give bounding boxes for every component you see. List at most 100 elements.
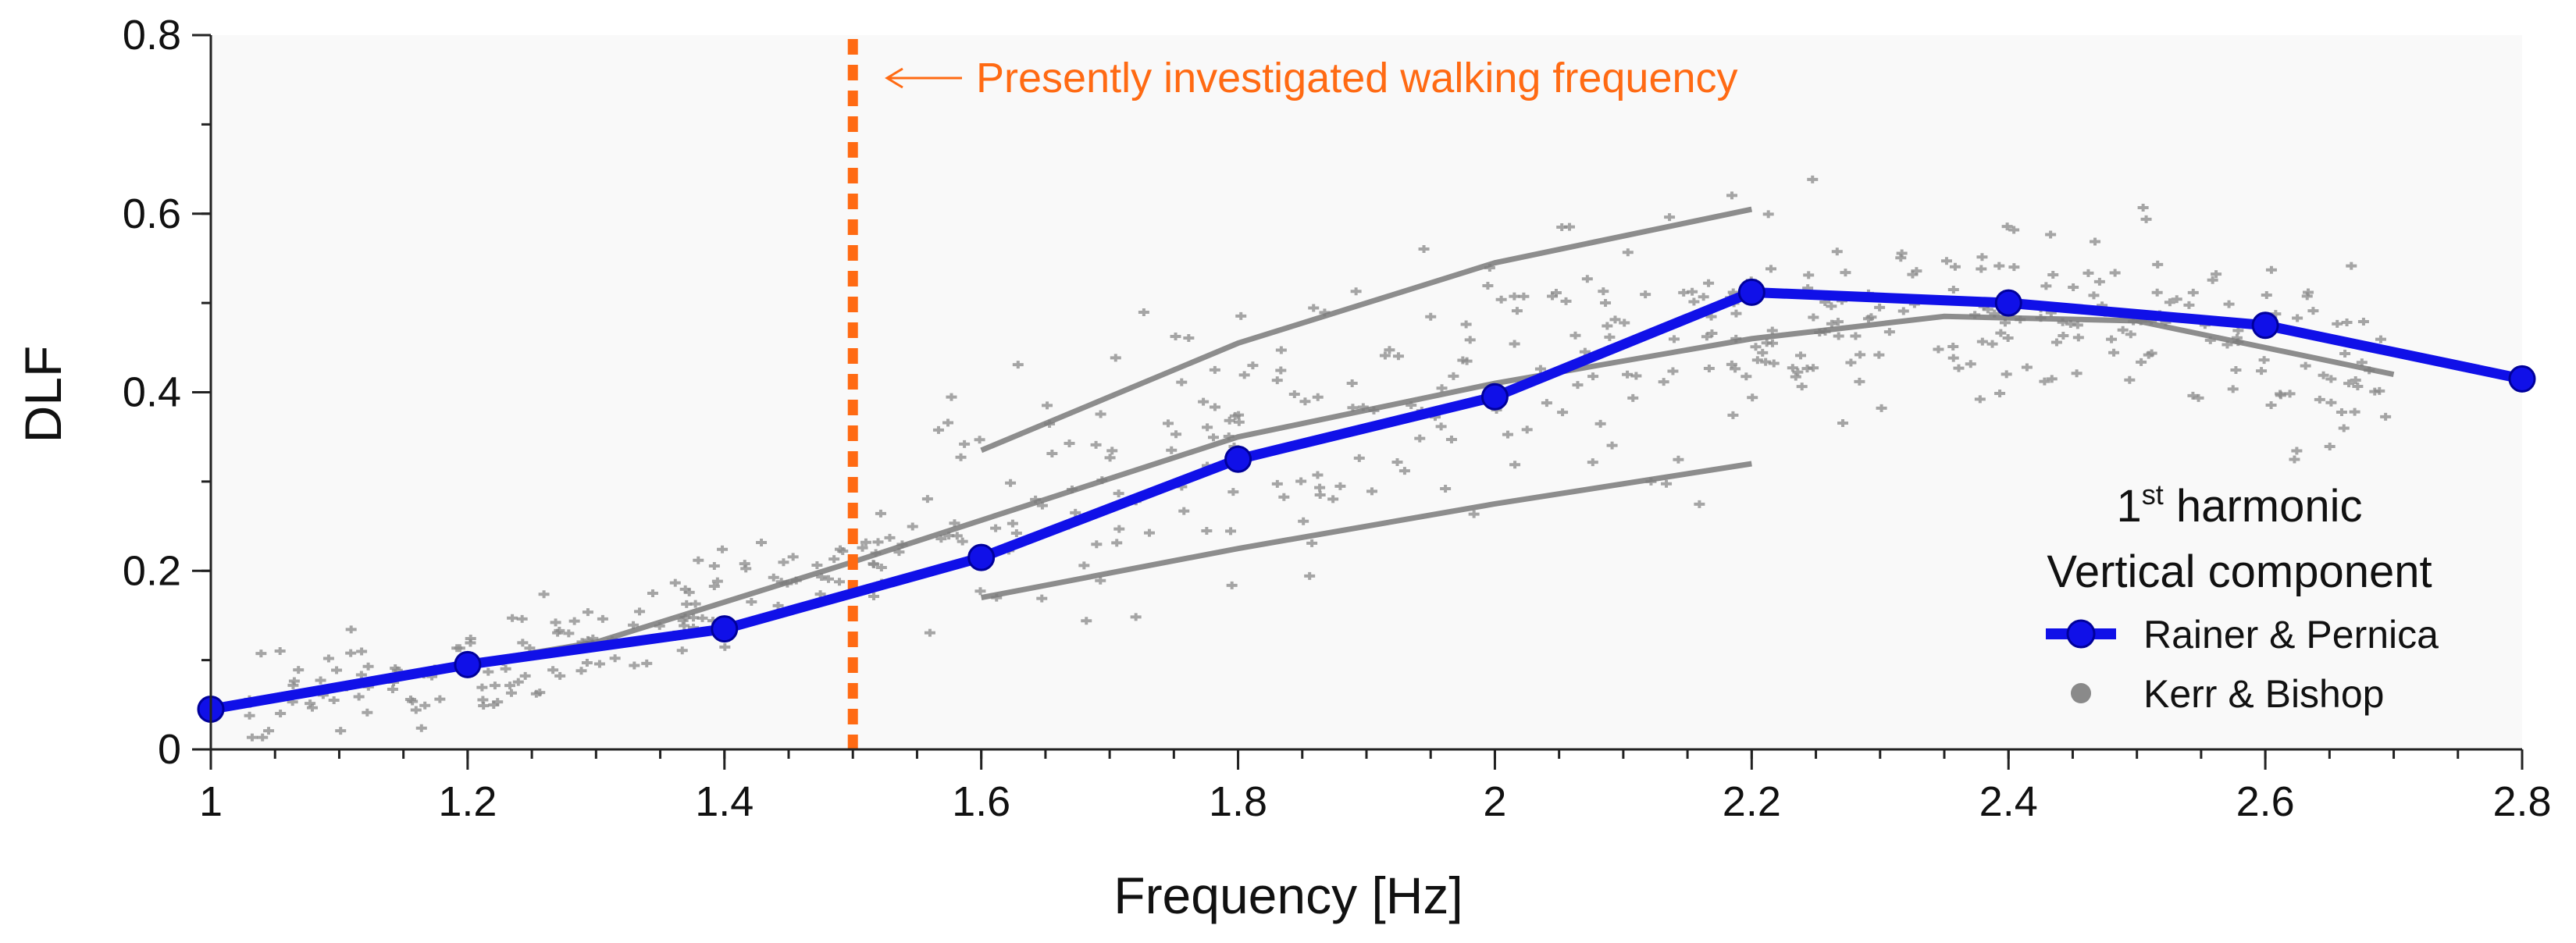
kerr-bishop-point bbox=[1113, 489, 1124, 498]
rainer-pernica-series bbox=[197, 278, 2536, 724]
kerr-bishop-point bbox=[1831, 247, 1843, 256]
kerr-bishop-point bbox=[410, 706, 422, 714]
kerr-bishop-point bbox=[1897, 307, 1909, 315]
kerr-bishop-point bbox=[1046, 450, 1058, 458]
kerr-bishop-point bbox=[868, 560, 880, 568]
kerr-bishop-point bbox=[1209, 365, 1220, 374]
kerr-bishop-point bbox=[1090, 440, 1102, 449]
kerr-bishop-point bbox=[1247, 361, 1259, 370]
kerr-bishop-point bbox=[1762, 210, 1774, 219]
kerr-bishop-point bbox=[1579, 347, 1591, 356]
kerr-bishop-trend-upper bbox=[980, 206, 1753, 454]
kerr-bishop-point bbox=[2108, 348, 2120, 357]
kerr-bishop-point bbox=[872, 538, 884, 546]
kerr-bishop-point bbox=[1308, 304, 1320, 312]
kerr-bishop-point bbox=[1511, 307, 1523, 315]
kerr-bishop-point bbox=[2088, 291, 2100, 300]
kerr-bishop-point bbox=[2040, 282, 2052, 290]
kerr-bishop-point bbox=[1166, 446, 1178, 454]
kerr-bishop-point bbox=[2187, 391, 2199, 400]
kerr-bishop-point bbox=[1833, 332, 1844, 340]
kerr-bishop-point bbox=[2369, 387, 2381, 396]
kerr-bishop-point bbox=[2341, 318, 2353, 327]
kerr-bishop-point bbox=[1170, 430, 1182, 439]
y-tick-label: 0 bbox=[158, 726, 181, 773]
legend-title-line1: 1st harmonic bbox=[2117, 479, 2363, 532]
kerr-bishop-point bbox=[1207, 433, 1219, 442]
kerr-bishop-point bbox=[1792, 368, 1804, 376]
kerr-bishop-point bbox=[489, 681, 501, 690]
kerr-bishop-point bbox=[1130, 613, 1142, 621]
legend-rainer-label: Rainer & Pernica bbox=[2143, 613, 2439, 657]
kerr-bishop-point bbox=[1986, 340, 1998, 348]
kerr-bishop-point bbox=[1502, 430, 1513, 439]
kerr-bishop-point bbox=[697, 614, 708, 622]
kerr-bishop-point bbox=[274, 646, 286, 655]
kerr-bishop-point bbox=[1445, 435, 1457, 443]
kerr-bishop-point bbox=[476, 683, 488, 692]
kerr-bishop-point bbox=[1587, 458, 1598, 467]
kerr-bishop-point bbox=[679, 585, 691, 593]
kerr-bishop-point bbox=[1855, 351, 1866, 359]
kerr-bishop-point bbox=[1012, 361, 1024, 369]
kerr-bishop-point bbox=[1312, 393, 1324, 401]
kerr-bishop-point bbox=[1275, 366, 1287, 375]
kerr-bishop-point bbox=[1766, 326, 1778, 335]
kerr-bishop-point bbox=[1464, 336, 1476, 344]
kerr-bishop-point bbox=[2039, 377, 2050, 386]
kerr-bishop-point bbox=[547, 666, 559, 674]
kerr-bishop-point bbox=[2090, 237, 2101, 246]
kerr-bishop-point bbox=[1391, 458, 1403, 467]
kerr-bishop-point bbox=[1457, 356, 1469, 365]
kerr-bishop-point bbox=[1209, 403, 1220, 411]
kerr-bishop-point bbox=[1366, 487, 1377, 496]
kerr-bishop-point bbox=[1757, 348, 1769, 357]
kerr-bishop-point bbox=[255, 649, 267, 658]
kerr-bishop-point bbox=[1327, 495, 1339, 504]
kerr-bishop-point bbox=[1587, 372, 1599, 381]
kerr-bishop-point bbox=[669, 578, 681, 587]
kerr-bishop-point bbox=[1036, 594, 1048, 603]
kerr-bishop-point bbox=[1976, 337, 1988, 346]
kerr-bishop-point bbox=[2021, 363, 2033, 372]
kerr-bishop-point bbox=[1667, 367, 1679, 375]
kerr-bishop-point bbox=[1081, 617, 1092, 625]
kerr-bishop-point bbox=[1826, 302, 1837, 311]
kerr-bishop-point bbox=[1940, 257, 1952, 265]
annotation-text: Presently investigated walking frequency bbox=[976, 55, 1738, 101]
kerr-bishop-point bbox=[500, 664, 511, 673]
kerr-bishop-point bbox=[2343, 379, 2355, 388]
kerr-bishop-point bbox=[746, 598, 757, 607]
kerr-bishop-point bbox=[2380, 412, 2392, 421]
legend-title-line2: Vertical component bbox=[2047, 546, 2432, 597]
x-tick-label: 1.4 bbox=[695, 778, 754, 825]
kerr-bishop-point bbox=[2332, 319, 2343, 328]
kerr-bishop-point bbox=[1826, 319, 1837, 328]
kerr-bishop-point bbox=[1178, 507, 1190, 515]
kerr-bishop-point bbox=[1953, 364, 1965, 372]
x-axis-title: Frequency [Hz] bbox=[1113, 866, 1463, 924]
kerr-bishop-point bbox=[492, 698, 504, 706]
kerr-bishop-point bbox=[1995, 329, 2007, 337]
kerr-bishop-point bbox=[2292, 314, 2303, 322]
kerr-bishop-point bbox=[1627, 393, 1639, 402]
kerr-bishop-point bbox=[2109, 269, 2121, 277]
kerr-bishop-point bbox=[957, 537, 968, 546]
kerr-bishop-point bbox=[628, 621, 640, 629]
kerr-bishop-point bbox=[415, 724, 427, 732]
x-tick-label: 1.6 bbox=[952, 778, 1010, 825]
kerr-bishop-point bbox=[907, 522, 918, 531]
kerr-bishop-point bbox=[2124, 375, 2136, 384]
kerr-bishop-point bbox=[1298, 517, 1309, 525]
kerr-bishop-point bbox=[1795, 351, 1807, 360]
legend-rainer-marker bbox=[2066, 619, 2096, 649]
kerr-bishop-point bbox=[1509, 461, 1521, 469]
kerr-bishop-point bbox=[2350, 376, 2361, 385]
kerr-bishop-point bbox=[504, 681, 516, 690]
kerr-bishop-point bbox=[593, 660, 605, 668]
kerr-bishop-point bbox=[1176, 378, 1188, 386]
kerr-bishop-point bbox=[1801, 365, 1813, 373]
kerr-bishop-point bbox=[257, 733, 269, 742]
kerr-bishop-point bbox=[328, 696, 340, 705]
kerr-bishop-point bbox=[1845, 358, 1857, 367]
